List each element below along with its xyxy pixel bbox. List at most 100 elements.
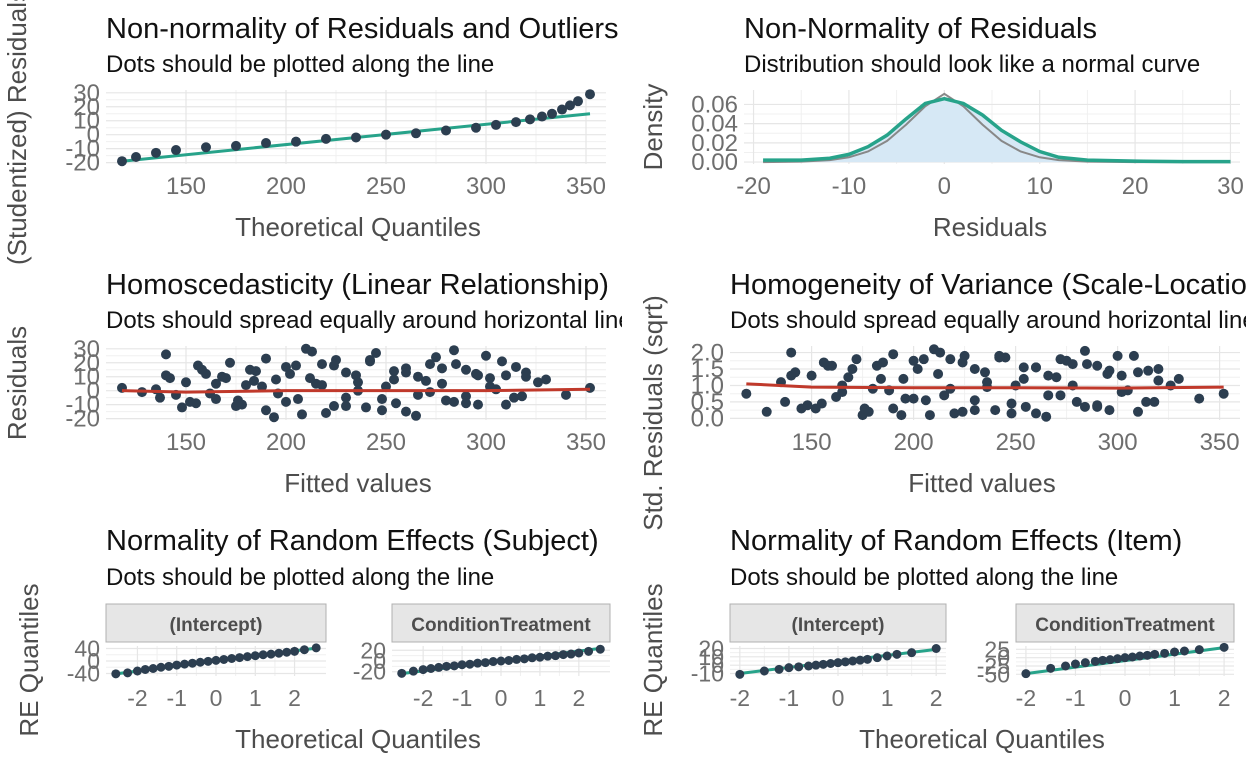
data-point [1113, 654, 1123, 664]
data-point [421, 375, 431, 386]
x-tick-label: 350 [566, 173, 606, 200]
data-point [408, 666, 418, 676]
data-point [1127, 652, 1137, 662]
panel-title: Non-Normality of Residuals [744, 13, 1097, 45]
data-point [1098, 655, 1108, 665]
data-point [451, 359, 461, 370]
density-line [763, 96, 1231, 164]
x-tick-label: -1 [779, 685, 799, 711]
data-point [282, 647, 292, 657]
data-point [140, 664, 150, 674]
data-point [511, 117, 521, 128]
data-point [831, 391, 842, 402]
data-point [485, 381, 495, 392]
y-tick-label: 1.5 [691, 356, 724, 383]
x-tick-label: -2 [413, 685, 433, 711]
title-group: Non-Normality of Residuals Distribution s… [744, 13, 1200, 78]
data-point [908, 355, 919, 366]
x-tick-label: 200 [266, 173, 306, 200]
data-point [1218, 388, 1229, 399]
data-point [786, 347, 797, 358]
data-point [551, 651, 560, 661]
data-point [341, 367, 351, 378]
data-point [547, 108, 557, 119]
data-point [311, 643, 321, 653]
y-tick-label: -10 [65, 392, 100, 419]
data-point [377, 405, 387, 416]
data-point [391, 398, 401, 409]
y-tick-label: 0.00 [691, 149, 738, 176]
data-point [584, 646, 594, 656]
x-tick-label: 300 [466, 429, 506, 456]
data-point [181, 377, 191, 388]
data-point [1135, 651, 1145, 661]
data-point [457, 660, 467, 670]
y-tick-label: 30 [73, 336, 100, 363]
data-point [802, 400, 813, 411]
data-point [449, 396, 459, 407]
data-point [969, 364, 980, 375]
data-point [161, 370, 171, 381]
data-point [833, 658, 843, 668]
data-point [148, 664, 158, 673]
data-point [233, 395, 243, 406]
data-point [1043, 370, 1054, 381]
data-point [431, 352, 441, 363]
panel-p3: Homoscedasticity (Linear Relationship) Do… [2, 269, 622, 498]
data-point [924, 410, 935, 421]
data-point [1018, 373, 1029, 384]
data-point [351, 132, 361, 143]
facet-strip-label: ConditionTreatment [1035, 615, 1215, 636]
data-point [389, 374, 399, 385]
y-tick-label: 10 [698, 644, 724, 670]
data-point [449, 345, 459, 356]
data-point [1006, 398, 1017, 409]
data-point [341, 401, 351, 412]
panel-p1: Non-normality of Residuals and Outliers D… [2, 0, 619, 265]
y-tick-label: 20 [698, 636, 724, 662]
data-point [242, 652, 252, 662]
x-tick-label: 300 [466, 173, 506, 200]
data-point [811, 660, 821, 670]
data-point [123, 668, 133, 678]
facet-strip-label: (Intercept) [792, 615, 885, 636]
data-point [939, 390, 950, 401]
data-point [261, 405, 271, 416]
data-point [1170, 647, 1180, 657]
data-point [461, 364, 471, 375]
data-point [527, 653, 537, 663]
x-tick-label: 350 [1200, 429, 1240, 456]
panel-subtitle: Dots should be plotted along the line [106, 51, 494, 78]
data-point [441, 125, 451, 136]
data-point [180, 659, 190, 669]
data-point [131, 152, 141, 163]
data-point [949, 408, 960, 419]
data-point [1219, 642, 1229, 652]
data-point [241, 380, 251, 391]
title-group: Normality of Random Effects (Subject) Dot… [106, 525, 599, 590]
y-tick-label: 2.0 [691, 340, 724, 367]
data-point [465, 659, 475, 669]
data-point [935, 347, 946, 358]
data-point [888, 349, 899, 360]
data-point [329, 360, 339, 371]
facet-strip [105, 603, 327, 643]
data-point [818, 659, 828, 669]
data-point [851, 354, 862, 365]
y-tick-label: -10 [65, 136, 100, 163]
y-axis-label: Density [638, 84, 668, 171]
data-point [418, 665, 428, 675]
data-point [810, 403, 821, 414]
panel-p2: Non-Normality of Residuals Distribution s… [638, 13, 1244, 242]
x-tick-label: 1 [534, 685, 547, 711]
y-axis-label: Std. Residuals (sqrt) [638, 295, 668, 531]
data-point [1070, 659, 1080, 669]
data-point [257, 381, 267, 392]
data-point [871, 360, 882, 371]
data-point [235, 653, 245, 663]
data-point [117, 156, 127, 167]
data-point [574, 648, 584, 658]
x-tick-label: -1 [452, 685, 472, 711]
